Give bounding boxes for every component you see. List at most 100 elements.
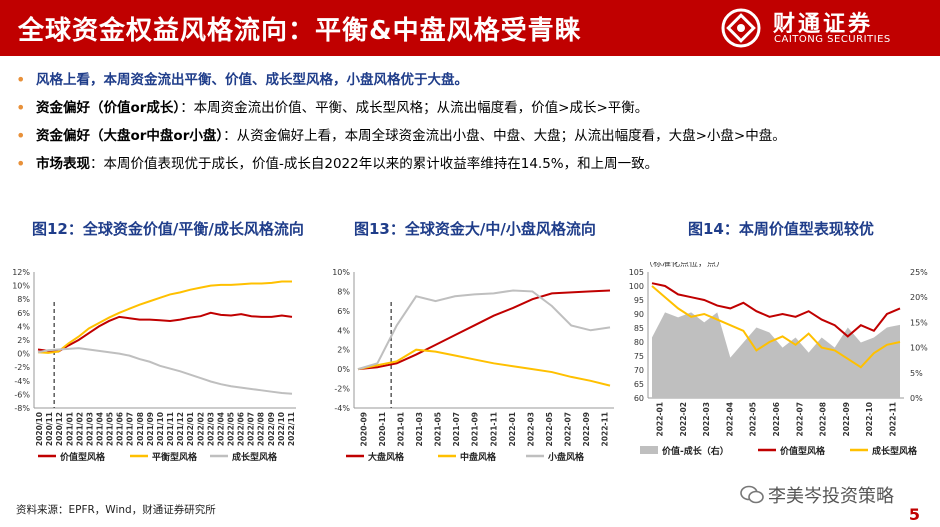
x-tick-label: 2021/05	[106, 412, 115, 446]
y-tick-label: 4%	[337, 326, 350, 335]
wechat-account-name: 李美岑投资策略	[768, 486, 894, 507]
legend-label: 大盘风格	[368, 451, 405, 463]
y-tick-label: -4%	[14, 377, 30, 386]
line-series	[357, 289, 611, 371]
wechat-watermark: 李美岑投资策略	[740, 482, 894, 508]
legend-label: 价值型风格	[60, 451, 106, 463]
y-tick-label: 6%	[17, 309, 30, 318]
x-tick-label: 2021-05	[434, 412, 443, 446]
y2-tick-label: 5%	[910, 369, 923, 378]
chart-value-growth-performance: 105 100 95 90 85 80 75 70 65 60 25% 20% 15% 10% 5% 0% （标…	[629, 262, 928, 457]
x-tick-label: 2021/02	[75, 412, 84, 446]
y-tick-label: 4%	[17, 322, 30, 331]
page-title: 全球资金权益风格流向：平衡&中盘风格受青睐	[18, 16, 582, 46]
legend-label: 中盘风格	[460, 451, 497, 463]
x-tick-label: 2022-08	[819, 402, 828, 436]
y-tick-label: 6%	[337, 307, 350, 316]
y-tick-label: 90	[634, 310, 644, 319]
bullet-dot-icon: •	[16, 70, 26, 89]
x-tick-label: 2021/07	[126, 412, 135, 446]
x-tick-label: 2021/01	[65, 412, 74, 446]
line-series	[37, 280, 292, 354]
x-tick-label: 2022-11	[601, 412, 610, 446]
y2-tick-label: 20%	[910, 293, 928, 302]
legend-label: 平衡型风格	[152, 451, 198, 463]
y-tick-label: 75	[634, 352, 644, 361]
y-tick-label: 95	[634, 296, 644, 305]
y-tick-label: 8%	[17, 295, 30, 304]
bullet-text: ：从资金偏好上看，本周全球资金流出小盘、中盘、大盘；从流出幅度看，大盘>小盘>中…	[223, 128, 786, 144]
bullet-lead: 资金偏好（价值or成长）	[36, 100, 181, 116]
y-tick-label: 70	[634, 366, 644, 375]
y2-tick-label: 25%	[910, 268, 928, 277]
bullet-lead: 风格上看，本周资金流出平衡、价值、成长型风格，小盘风格优于大盘。	[36, 72, 468, 88]
x-tick-label: 2022/11	[287, 412, 296, 446]
x-tick-label: 2022/04	[216, 412, 225, 446]
x-tick-label: 2022/03	[206, 412, 215, 446]
x-tick-label: 2022-04	[725, 402, 734, 436]
y2-tick-label: 0%	[910, 394, 923, 403]
y-tick-label: 60	[634, 394, 644, 403]
bullet-text: ：本周资金流出价值、平衡、成长型风格；从流出幅度看，价值>成长>平衡。	[180, 100, 649, 116]
y-tick-label: 12%	[12, 268, 30, 277]
line-series	[37, 347, 293, 395]
y-tick-label: 2%	[17, 336, 30, 345]
x-tick-label: 2021/08	[136, 412, 145, 446]
y-tick-label: 10%	[12, 282, 30, 291]
x-tick-label: 2020/10	[35, 412, 44, 446]
x-tick-label: 2022/10	[277, 412, 286, 446]
x-tick-label: 2022-07	[564, 412, 573, 446]
y2-tick-label: 10%	[910, 344, 928, 353]
x-tick-label: 2022-11	[888, 402, 897, 436]
x-tick-label: 2022-03	[702, 402, 711, 436]
y-tick-label: -6%	[14, 390, 30, 399]
x-tick-label: 2021-09	[471, 412, 480, 446]
bullet-dot-icon: •	[16, 126, 26, 145]
x-tick-label: 2020-11	[378, 412, 387, 446]
x-tick-label: 2021-01	[396, 412, 405, 446]
y-tick-label: 80	[634, 338, 644, 347]
x-tick-label: 2021/03	[85, 412, 94, 446]
x-tick-label: 2021/06	[116, 412, 125, 446]
x-tick-label: 2022/02	[196, 412, 205, 446]
x-tick-label: 2022-01	[508, 412, 517, 446]
x-tick-label: 2021/09	[146, 412, 155, 446]
x-tick-label: 2021-03	[415, 412, 424, 446]
bullet-item: • 市场表现：本周价值表现优于成长，价值-成长自2022年以来的累计收益率维持在…	[16, 152, 916, 180]
legend-swatch	[640, 446, 658, 454]
y-tick-label: -4%	[334, 404, 350, 413]
x-tick-label: 2022/01	[186, 412, 195, 446]
legend-label: 小盘风格	[547, 451, 585, 463]
line-series	[37, 311, 293, 353]
figure-14-title: 图14：本周价值型表现较优	[688, 220, 874, 238]
legend-label: 价值-成长（右）	[662, 445, 729, 457]
x-tick-label: 2022/09	[267, 412, 276, 446]
x-tick-label: 2022-09	[842, 402, 851, 436]
x-tick-label: 2020-09	[359, 412, 368, 446]
x-tick-label: 2022/05	[227, 412, 236, 446]
x-tick-label: 2021-11	[489, 412, 498, 446]
bullet-lead: 市场表现	[36, 156, 90, 172]
page-number: 5	[908, 505, 920, 524]
header-bar: 全球资金权益风格流向：平衡&中盘风格受青睐 财通证券 CAITONG SECUR…	[0, 0, 940, 56]
x-tick-label: 2022-10	[865, 402, 874, 436]
y-tick-label: 2%	[337, 346, 350, 355]
y-tick-label: 10%	[332, 268, 350, 277]
y-tick-label: 8%	[337, 287, 350, 296]
x-tick-label: 2021/04	[96, 412, 105, 446]
area-series-value-growth	[652, 312, 900, 398]
figure-13-title: 图13：全球资金大/中/小盘风格流向	[354, 220, 596, 238]
x-tick-label: 2021/12	[176, 412, 185, 446]
y-tick-label: 65	[634, 380, 644, 389]
line-series	[651, 285, 901, 369]
bullet-lead: 资金偏好（大盘or中盘or小盘）	[36, 128, 224, 144]
logo-english-name: CAITONG SECURITIES	[774, 34, 891, 45]
legend-label: 价值型风格	[780, 445, 826, 457]
x-tick-label: 2022-01	[656, 402, 665, 436]
x-tick-label: 2022/07	[247, 412, 256, 446]
bullet-item: • 风格上看，本周资金流出平衡、价值、成长型风格，小盘风格优于大盘。	[16, 68, 916, 96]
logo-emblem-icon	[721, 8, 761, 48]
y-tick-label: 85	[634, 324, 644, 333]
x-tick-label: 2022-06	[772, 402, 781, 436]
bullet-list: • 风格上看，本周资金流出平衡、价值、成长型风格，小盘风格优于大盘。 • 资金偏…	[16, 68, 916, 180]
